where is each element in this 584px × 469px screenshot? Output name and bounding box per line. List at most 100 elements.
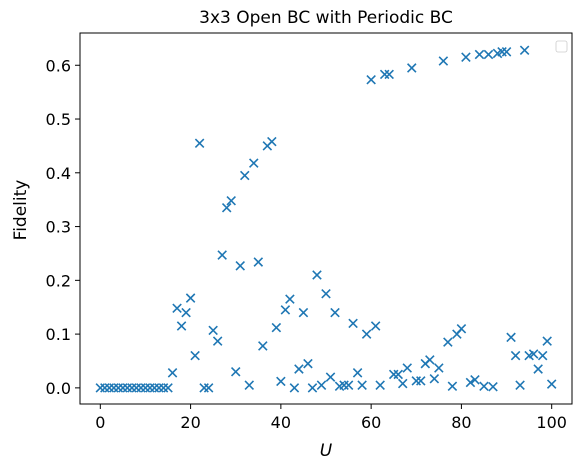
data-point-marker bbox=[294, 364, 304, 374]
data-point-marker bbox=[402, 363, 413, 373]
data-point-marker bbox=[249, 158, 259, 168]
data-point-marker bbox=[276, 376, 286, 387]
chart-title: 3x3 Open BC with Periodic BC bbox=[199, 8, 453, 28]
data-point-marker bbox=[285, 294, 295, 304]
data-point-marker bbox=[226, 195, 236, 206]
data-point-marker bbox=[501, 47, 512, 57]
data-point-marker bbox=[443, 337, 453, 347]
data-point-marker bbox=[208, 325, 218, 336]
plot-area bbox=[79, 32, 573, 405]
data-point-marker bbox=[447, 381, 458, 392]
data-point-marker bbox=[379, 69, 390, 80]
data-point-marker bbox=[271, 322, 282, 333]
data-point-marker bbox=[212, 336, 223, 346]
data-point-marker bbox=[203, 383, 214, 393]
data-point-marker bbox=[321, 289, 331, 299]
data-point-marker bbox=[149, 383, 160, 393]
x-tick-label: 80 bbox=[451, 413, 471, 432]
y-tick-label: 0.4 bbox=[46, 164, 71, 183]
data-point-marker bbox=[176, 321, 187, 331]
data-point-marker bbox=[127, 383, 137, 393]
data-point-marker bbox=[397, 378, 408, 389]
data-point-marker bbox=[546, 379, 557, 389]
data-point-marker bbox=[357, 380, 367, 390]
y-tick-label: 0.6 bbox=[46, 56, 71, 75]
data-point-marker bbox=[298, 307, 309, 318]
data-point-marker bbox=[145, 383, 155, 393]
data-point-marker bbox=[361, 329, 372, 339]
data-point-marker bbox=[479, 381, 489, 392]
data-point-marker bbox=[163, 383, 173, 393]
data-point-marker bbox=[434, 363, 444, 373]
data-point-marker bbox=[154, 383, 164, 393]
x-axis-title: U bbox=[320, 441, 333, 461]
data-point-marker bbox=[253, 257, 264, 267]
y-axis-title: Fidelity bbox=[11, 180, 31, 241]
data-point-marker bbox=[425, 355, 435, 365]
data-point-marker bbox=[244, 380, 255, 390]
data-point-marker bbox=[510, 350, 521, 361]
data-point-marker bbox=[181, 307, 191, 318]
data-point-marker bbox=[429, 373, 440, 384]
data-point-marker bbox=[325, 372, 336, 382]
x-tick-label: 60 bbox=[361, 413, 381, 432]
data-point-marker bbox=[235, 261, 246, 271]
data-point-marker bbox=[519, 45, 530, 55]
data-point-marker bbox=[483, 49, 494, 60]
data-markers bbox=[95, 45, 557, 393]
data-point-marker bbox=[388, 369, 399, 380]
legend-box bbox=[555, 40, 568, 53]
data-point-marker bbox=[280, 305, 291, 315]
y-tick-label: 0.0 bbox=[46, 379, 71, 398]
data-point-marker bbox=[393, 369, 403, 380]
data-point-marker bbox=[194, 138, 205, 148]
y-tick-label: 0.3 bbox=[46, 218, 71, 237]
data-point-marker bbox=[528, 349, 539, 359]
data-point-marker bbox=[343, 380, 354, 390]
data-point-marker bbox=[384, 69, 394, 80]
data-point-marker bbox=[515, 380, 525, 390]
y-tick-label: 0.2 bbox=[46, 271, 71, 290]
data-point-marker bbox=[158, 383, 169, 393]
data-point-marker bbox=[438, 56, 449, 66]
data-point-marker bbox=[122, 383, 133, 393]
x-tick-label: 40 bbox=[271, 413, 291, 432]
data-point-marker bbox=[533, 364, 543, 374]
data-point-marker bbox=[221, 202, 232, 213]
data-point-marker bbox=[104, 383, 115, 393]
data-point-marker bbox=[267, 136, 277, 147]
data-point-marker bbox=[316, 380, 327, 390]
data-point-marker bbox=[370, 321, 381, 331]
data-point-marker bbox=[172, 303, 182, 314]
data-point-marker bbox=[109, 383, 119, 393]
data-point-marker bbox=[542, 336, 552, 346]
data-point-marker bbox=[100, 383, 110, 393]
y-tick-label: 0.5 bbox=[46, 110, 71, 129]
x-tick-label: 20 bbox=[180, 413, 200, 432]
x-axis: 0 20 40 60 80 100 bbox=[95, 404, 567, 432]
data-point-marker bbox=[190, 350, 200, 361]
data-point-marker bbox=[352, 368, 363, 378]
data-point-marker bbox=[303, 358, 313, 369]
y-tick-label: 0.1 bbox=[46, 325, 71, 344]
data-point-marker bbox=[131, 383, 142, 393]
data-point-marker bbox=[456, 323, 467, 334]
data-point-marker bbox=[217, 250, 227, 260]
data-point-marker bbox=[167, 368, 178, 378]
x-tick-label: 100 bbox=[536, 413, 567, 432]
data-point-marker bbox=[465, 377, 476, 388]
data-point-marker bbox=[537, 350, 548, 361]
data-point-marker bbox=[416, 376, 426, 386]
data-point-marker bbox=[470, 375, 480, 385]
data-point-marker bbox=[140, 383, 151, 393]
data-point-marker bbox=[307, 383, 318, 393]
data-point-marker bbox=[461, 52, 471, 62]
data-point-marker bbox=[185, 293, 196, 303]
plot-frame bbox=[79, 32, 573, 405]
data-point-marker bbox=[118, 383, 128, 393]
x-tick-label: 0 bbox=[95, 413, 105, 432]
y-axis: 0.0 0.1 0.2 0.3 0.4 0.5 0.6 bbox=[46, 56, 80, 398]
data-point-marker bbox=[230, 366, 241, 377]
data-point-marker bbox=[348, 318, 358, 329]
